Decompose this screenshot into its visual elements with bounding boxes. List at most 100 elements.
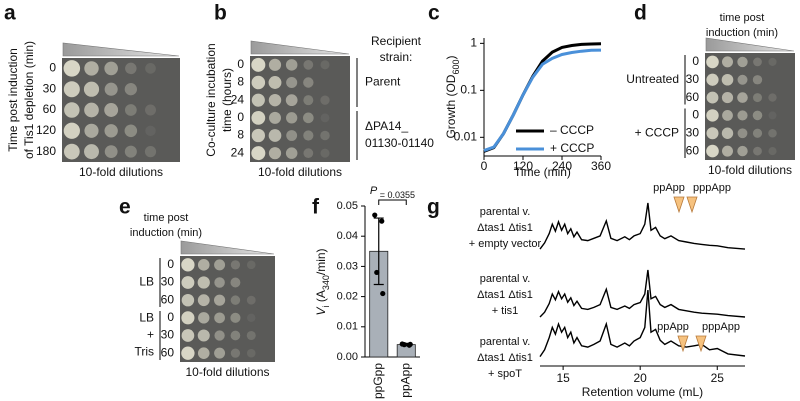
colony-spot	[145, 63, 156, 74]
colony-spot	[181, 329, 195, 342]
colony-spot	[251, 57, 266, 72]
x-tick-label: ppApp	[398, 363, 412, 398]
colony-spot	[125, 62, 137, 75]
data-point	[379, 218, 385, 224]
y-label-part: 600	[451, 59, 461, 74]
x-label: 10-fold dilutions	[79, 165, 163, 179]
colony-spot	[268, 76, 282, 89]
peak-marker	[673, 196, 685, 214]
y-tick-label: 0.05	[337, 200, 358, 212]
trace-label: + empty vector	[469, 238, 542, 250]
y-label-part: V	[314, 307, 328, 316]
colony-spot	[144, 145, 157, 158]
colony-spot	[269, 111, 281, 124]
row-label: 0	[237, 57, 244, 71]
y-tick-label: 0.01	[454, 129, 478, 143]
agar-plate	[62, 58, 180, 162]
colony-spot	[181, 311, 195, 325]
y-tick-label: 0.00	[337, 351, 358, 363]
panel-letter: d	[634, 2, 647, 25]
x-label: 10-fold dilutions	[708, 163, 792, 177]
colony-spot	[145, 125, 156, 137]
colony-spot	[197, 294, 210, 307]
row-label: 24	[231, 92, 245, 106]
colony-spot	[230, 277, 241, 288]
colony-spot	[124, 145, 137, 158]
colony-spot	[181, 276, 195, 289]
trace-label: + tis1	[492, 305, 519, 317]
colony-spot	[286, 112, 298, 124]
row-label: 8	[237, 75, 244, 89]
peak-label: ppApp	[657, 321, 689, 333]
x-tick-label: 120	[513, 159, 533, 173]
row-label: 0	[167, 257, 174, 271]
x-tick-label: 25	[711, 371, 725, 385]
y-label: time (hours)	[220, 68, 234, 132]
colony-spot	[753, 146, 762, 156]
row-label: 0	[49, 61, 56, 75]
legend-title: Recipient	[371, 34, 422, 48]
row-label: 0	[237, 110, 244, 124]
data-point	[372, 212, 378, 218]
peak-marker	[686, 196, 698, 214]
group-label: LB	[139, 311, 154, 325]
colony-spot	[320, 130, 330, 141]
group-label: ΔPA14_	[365, 119, 408, 133]
row-label: 60	[686, 143, 700, 157]
colony-spot	[320, 95, 330, 105]
group-label: Tris	[134, 345, 154, 359]
row-label: 120	[36, 123, 56, 137]
colony-spot	[706, 55, 719, 69]
colony-spot	[286, 76, 298, 89]
data-point	[380, 290, 386, 297]
trace-label: parental v.	[480, 336, 531, 348]
colony-spot	[285, 59, 298, 71]
colony-spot	[706, 109, 719, 122]
colony-spot	[268, 129, 282, 142]
x-tick-label: 360	[591, 159, 611, 173]
row-label: 30	[43, 81, 57, 95]
colony-spot	[251, 110, 266, 125]
annotation: P = 0.0355	[370, 185, 415, 200]
colony-spot	[706, 73, 719, 86]
agar-plate	[180, 256, 275, 362]
colony-spot	[230, 312, 241, 323]
colony-spot	[722, 56, 733, 68]
colony-spot	[285, 147, 298, 159]
x-tick-label: 0	[481, 159, 488, 173]
colony-spot	[197, 329, 210, 342]
colony-spot	[286, 130, 298, 141]
colony-spot	[303, 59, 314, 70]
panel-letter: a	[4, 2, 16, 25]
y-label-part: /min)	[314, 248, 328, 275]
chromatogram-trace	[539, 269, 746, 318]
colony-spot	[320, 60, 330, 70]
colony-spot	[104, 61, 118, 76]
colony-spot	[214, 259, 226, 271]
row-label: 60	[161, 292, 175, 306]
colony-spot	[752, 75, 763, 85]
colony-spot	[247, 313, 256, 323]
colony-spot	[214, 312, 225, 324]
colony-spot	[251, 128, 265, 143]
row-label: 60	[686, 90, 700, 104]
legend-label: – CCCP	[550, 123, 594, 137]
colony-spot	[214, 330, 225, 341]
y-label-part: )	[444, 55, 458, 59]
y-label-part: i	[321, 306, 331, 308]
trace-label: parental v.	[480, 273, 531, 285]
colony-spot	[268, 147, 282, 160]
colony-spot	[198, 312, 210, 324]
colony-spot	[124, 104, 137, 116]
colony-spot	[181, 293, 195, 307]
annotation-part: = 0.0355	[377, 190, 415, 200]
colony-spot	[752, 110, 763, 121]
bar	[396, 344, 416, 358]
colony-spot	[197, 276, 210, 289]
row-label: 0	[692, 108, 699, 122]
colony-spot	[83, 81, 100, 97]
y-label: Time post induction	[6, 48, 20, 152]
colony-spot	[268, 58, 282, 71]
row-label: 30	[686, 125, 700, 139]
